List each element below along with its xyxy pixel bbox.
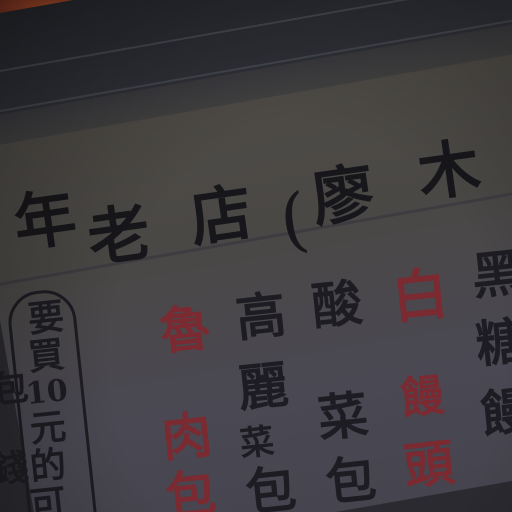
title-char: 店 bbox=[185, 175, 257, 256]
menu-char: 魯 bbox=[157, 297, 213, 362]
menu-char: 包 bbox=[323, 448, 379, 512]
title-char: 年 bbox=[9, 180, 81, 261]
left-edge-char: 錢 bbox=[0, 446, 31, 492]
menu-char: 饅 bbox=[397, 369, 447, 426]
menu-char: 白 bbox=[388, 260, 452, 332]
menu-char: 包 bbox=[163, 462, 219, 512]
title-char: 木 bbox=[413, 130, 485, 211]
menu-char: 饅 bbox=[477, 380, 512, 445]
title-char: 廖 bbox=[307, 155, 379, 236]
menu-char: 菜 bbox=[315, 384, 371, 449]
left-edge-char: 包 bbox=[0, 366, 31, 412]
menu-char: 麗 bbox=[235, 354, 291, 419]
note-char: 元 bbox=[27, 405, 69, 451]
menu-char: 黑 bbox=[469, 242, 512, 307]
note-char: 可 bbox=[27, 481, 69, 512]
menu-char: 高 bbox=[233, 284, 289, 349]
note-char: 要 bbox=[25, 295, 67, 341]
note-char: 買 bbox=[25, 333, 67, 379]
menu-char: 頭 bbox=[401, 432, 457, 497]
title-char: 老 bbox=[83, 195, 155, 276]
menu-char: 包 bbox=[243, 458, 299, 512]
menu-char: 肉 bbox=[159, 404, 215, 469]
menu-char: 酸 bbox=[309, 272, 365, 337]
menu-char: 糖 bbox=[473, 310, 512, 375]
note-char: 的 bbox=[27, 443, 69, 489]
menu-char: 菜 bbox=[238, 421, 276, 465]
